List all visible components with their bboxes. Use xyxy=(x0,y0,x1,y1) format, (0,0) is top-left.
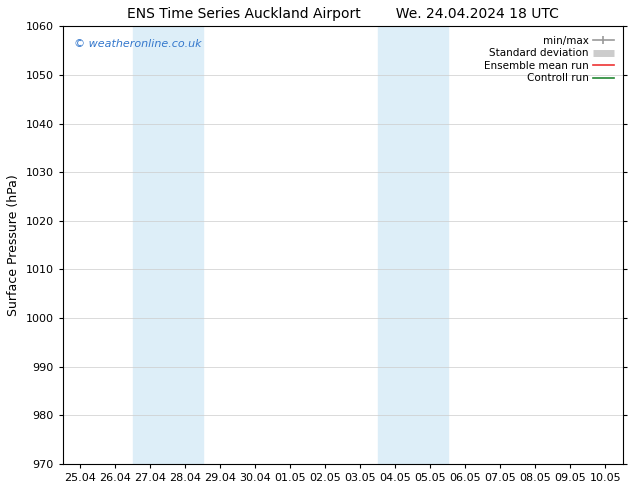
Y-axis label: Surface Pressure (hPa): Surface Pressure (hPa) xyxy=(7,174,20,316)
Legend: min/max, Standard deviation, Ensemble mean run, Controll run: min/max, Standard deviation, Ensemble me… xyxy=(479,31,618,88)
Title: ENS Time Series Auckland Airport        We. 24.04.2024 18 UTC: ENS Time Series Auckland Airport We. 24.… xyxy=(127,7,559,21)
Bar xyxy=(133,26,203,464)
Text: © weatheronline.co.uk: © weatheronline.co.uk xyxy=(74,39,202,49)
Bar xyxy=(378,26,448,464)
